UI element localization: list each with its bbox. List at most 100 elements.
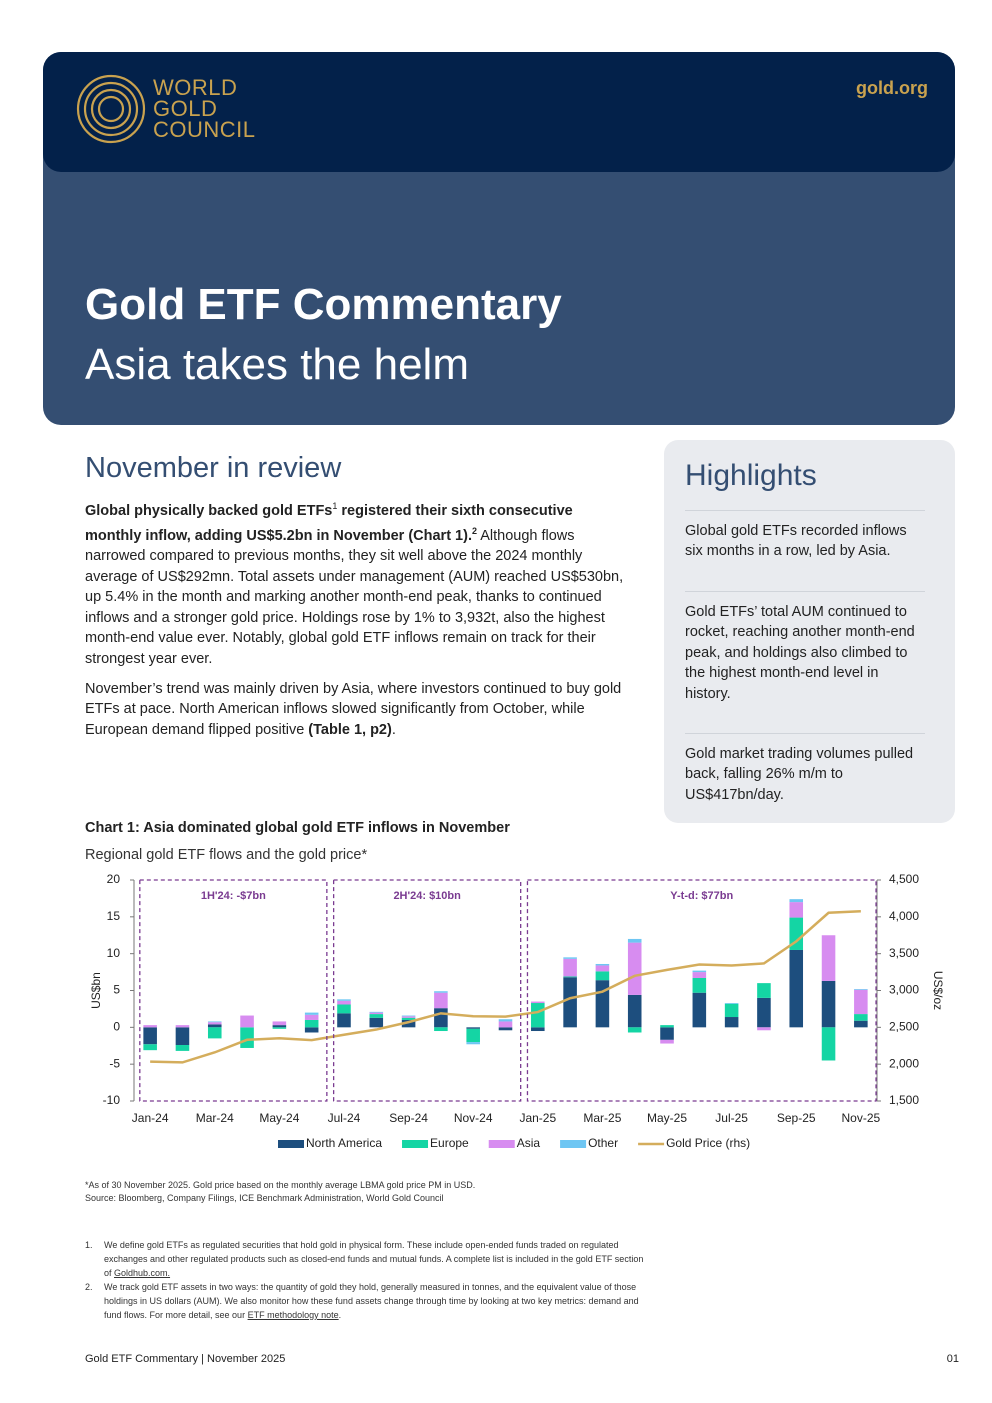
period-label: 2H'24: $10bn (393, 890, 461, 902)
y-tick-label: 20 (107, 872, 121, 886)
bar-segment (821, 1027, 836, 1061)
page-subtitle: Asia takes the helm (85, 340, 469, 389)
bar-segment (304, 1027, 319, 1033)
brand-line: GOLD (153, 96, 218, 121)
bar-segment (627, 1027, 642, 1033)
text-run: We track gold ETF assets in two ways: th… (104, 1282, 639, 1320)
y-axis-label: US$bn (89, 972, 103, 1009)
bar-segment (498, 1019, 513, 1022)
bar-segment (531, 1003, 545, 1028)
bar-segment (692, 970, 707, 973)
highlight-item: Gold market trading volumes pulled back,… (685, 733, 925, 805)
bar-segment (724, 1003, 739, 1018)
bar-segment (854, 1014, 868, 1021)
text-run[interactable]: ETF methodology note (247, 1310, 339, 1320)
x-tick-label: Mar-25 (583, 1111, 621, 1125)
bar-segment (401, 1015, 416, 1017)
y2-axis-label: US$/oz (931, 971, 945, 1010)
bar-segment (272, 1027, 287, 1029)
legend-label: North America (306, 1136, 382, 1150)
bar-segment (595, 965, 610, 972)
x-tick-label: Mar-24 (196, 1111, 234, 1125)
footnotes: 1. We define gold ETFs as regulated secu… (85, 1238, 645, 1322)
bar-segment (272, 1025, 287, 1028)
page-number: 01 (946, 1353, 959, 1365)
bar-segment (660, 1025, 674, 1028)
period-label: 1H'24: -$7bn (201, 890, 266, 902)
text-run: November’s trend was mainly driven by As… (85, 680, 622, 738)
bar-segment (821, 935, 836, 981)
y-tick-label: 5 (113, 983, 120, 997)
bar-segment (660, 1039, 674, 1044)
x-tick-label: May-25 (647, 1111, 687, 1125)
period-label: Y-t-d: $77bn (670, 890, 733, 902)
price-line (150, 910, 861, 1064)
bar-segment (789, 917, 804, 950)
bar-segment (401, 1017, 416, 1020)
site-link[interactable]: gold.org (856, 78, 928, 98)
text-run: registered their sixth consecutive month… (85, 502, 573, 545)
bar-segment (595, 971, 610, 981)
bar-segment (143, 1044, 157, 1051)
text-run: Global physically backed gold ETFs (85, 502, 333, 519)
text-run: (Table 1, p2) (308, 721, 392, 738)
legend-swatch (488, 1140, 515, 1148)
bar-segment (434, 992, 448, 1009)
bar-segment (466, 1027, 480, 1029)
bar-segment (595, 963, 610, 966)
bar-segment (240, 1015, 254, 1028)
legend-label: Gold Price (rhs) (666, 1136, 750, 1150)
top-bar (43, 52, 955, 172)
bar-segment (143, 1025, 157, 1028)
superscript: 1 (332, 501, 338, 511)
y2-tick-label: 3,000 (889, 983, 919, 997)
bar-segment (724, 1017, 739, 1028)
bar-segment (337, 1013, 351, 1028)
bar-segment (627, 994, 642, 1028)
chart-subtitle: Regional gold ETF flows and the gold pri… (85, 847, 368, 863)
chart-footnote: *As of 30 November 2025. Gold price base… (85, 1180, 476, 1190)
y-tick-label: -5 (109, 1056, 120, 1070)
bar-segment (369, 1011, 384, 1013)
text-run: . (338, 1310, 342, 1320)
page-title: Gold ETF Commentary (85, 280, 562, 329)
bar-segment (563, 958, 577, 977)
paragraph: Global physically backed gold ETFs1 regi… (85, 496, 633, 669)
bar-segment (369, 1017, 384, 1028)
bar-segment (434, 991, 448, 993)
highlight-item: Gold ETFs’ total AUM continued to rocket… (685, 591, 925, 704)
bar-segment (175, 1045, 190, 1051)
bar-segment (563, 976, 577, 978)
text-run[interactable]: Goldhub.com. (114, 1268, 171, 1278)
x-tick-label: Jul-25 (715, 1111, 748, 1125)
x-tick-label: Nov-24 (454, 1111, 493, 1125)
bar-segment (304, 1014, 319, 1020)
bar-segment (498, 1027, 513, 1031)
bar-segment (789, 949, 804, 1028)
y-tick-label: 0 (113, 1020, 120, 1034)
y2-tick-label: 3,500 (889, 946, 919, 960)
x-tick-label: May-24 (259, 1111, 299, 1125)
bar-segment (272, 1021, 287, 1026)
chart: -10 -5 0 5 10 15 20 1,500 2,000 2,500 3,000 3,500 4,… (89, 872, 945, 1150)
text-run: . (391, 721, 396, 738)
bar-segment (854, 989, 868, 990)
bar-segment (369, 1014, 384, 1018)
y2-tick-label: 4,500 (889, 872, 919, 886)
chart-source: Source: Bloomberg, Company Filings, ICE … (85, 1193, 444, 1203)
brand-line: COUNCIL (153, 117, 256, 142)
bar-segment (175, 1025, 190, 1028)
bar-segment (369, 1012, 384, 1015)
x-tick-label: Jan-24 (132, 1111, 169, 1125)
bar-segment (531, 1001, 545, 1004)
bar-segment (854, 989, 868, 1015)
y-tick-label: -10 (103, 1093, 121, 1107)
bar-segment (498, 1021, 513, 1028)
highlight-item: Global gold ETFs recorded inflows six mo… (685, 510, 925, 562)
x-tick-label: Jan-25 (519, 1111, 556, 1125)
period-box (526, 879, 877, 1102)
bar-segment (434, 1008, 448, 1028)
bar-segment (143, 1027, 157, 1045)
footnote-text: We track gold ETF assets in two ways: th… (104, 1280, 645, 1322)
y2-tick-label: 1,500 (889, 1093, 919, 1107)
